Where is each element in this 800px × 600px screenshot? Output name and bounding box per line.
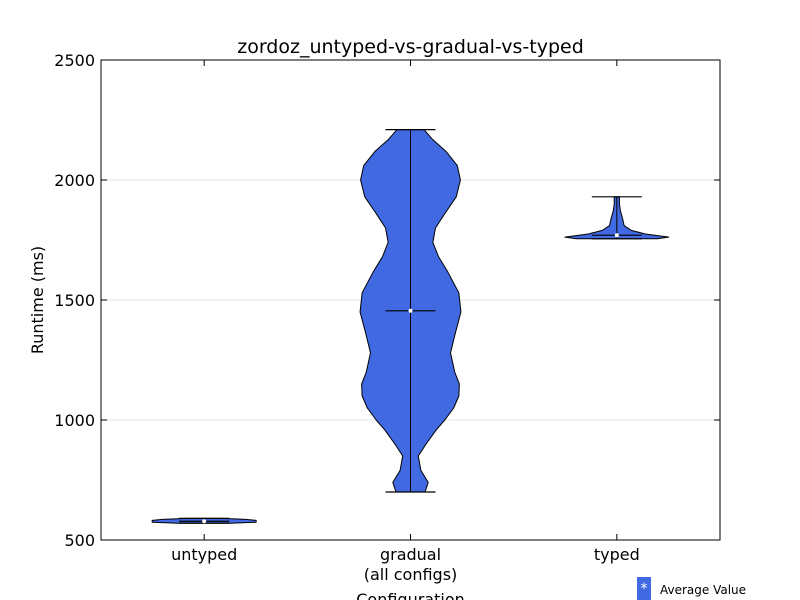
x-axis-label: Configuration (356, 590, 465, 600)
y-axis-label: Runtime (ms) (28, 246, 47, 354)
tick-layer: 500 1000 1500 2000 2500 untyped gradual(all co… (54, 51, 720, 584)
violin-mean-marker (202, 519, 207, 524)
violin-mean-marker (408, 308, 413, 313)
chart-title: zordoz_untyped-vs-gradual-vs-typed (237, 36, 584, 58)
x-tick-label: gradual (380, 545, 441, 564)
legend: * Average Value (637, 577, 746, 600)
y-tick-label: 2500 (54, 51, 95, 70)
y-tick-label: 500 (64, 531, 95, 550)
legend-marker: * (641, 581, 648, 597)
legend-label: Average Value (660, 583, 746, 597)
x-tick-label: typed (594, 545, 640, 564)
x-tick-label: untyped (171, 545, 237, 564)
y-tick-label: 2000 (54, 171, 95, 190)
violin-layer (151, 129, 670, 524)
x-tick-sublabel: (all configs) (364, 565, 458, 584)
y-tick-label: 1000 (54, 411, 95, 430)
legend-swatch (637, 577, 651, 600)
y-tick-label: 1500 (54, 291, 95, 310)
violin-mean-marker (614, 233, 619, 238)
